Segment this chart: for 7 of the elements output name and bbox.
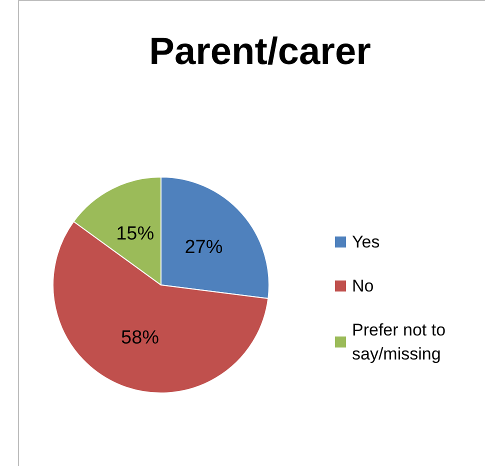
chart-title: Parent/carer [149, 31, 372, 73]
data-label: 15% [116, 224, 154, 245]
legend-label: Prefer not to say/missing [352, 320, 450, 364]
legend-label: No [352, 276, 374, 296]
data-label: 27% [184, 236, 223, 258]
legend-label: Yes [352, 232, 380, 252]
data-label: 58% [121, 327, 160, 348]
